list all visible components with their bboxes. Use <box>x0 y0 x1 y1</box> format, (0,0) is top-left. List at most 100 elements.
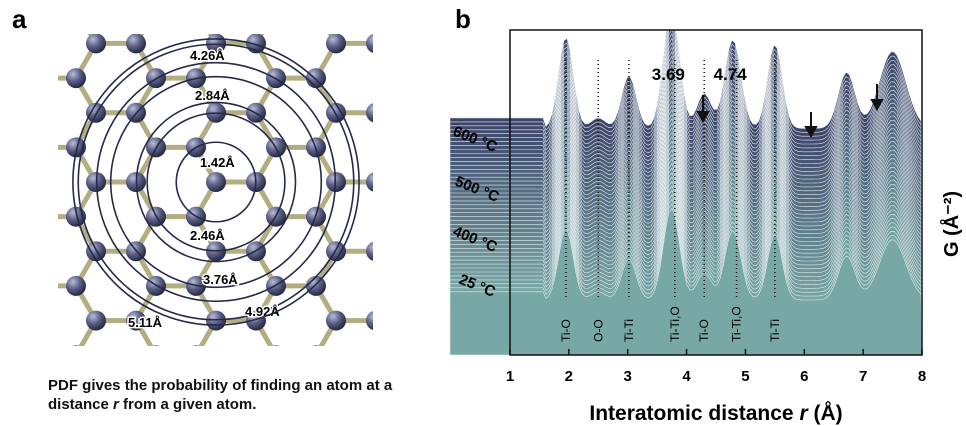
x-axis-label: Interatomic distance r (Å) <box>589 401 842 425</box>
atom <box>426 137 446 157</box>
pdf-curves <box>449 30 922 355</box>
atom <box>26 68 46 88</box>
atom <box>192 345 200 346</box>
x-tick-label: 6 <box>800 368 808 385</box>
peak-label: Ti-O <box>697 319 711 342</box>
caption-part: from a given atom. <box>118 396 257 413</box>
atom <box>426 0 446 19</box>
arrow-head <box>804 126 818 139</box>
peak-label: Ti-Ti,O <box>730 306 744 342</box>
atom <box>126 310 146 331</box>
atom <box>326 310 346 331</box>
atom <box>152 345 160 346</box>
x-tick-label: 8 <box>918 368 926 385</box>
bond <box>376 9 396 44</box>
bond <box>436 0 456 9</box>
ring-label: 5.11Å <box>128 315 163 330</box>
atom <box>386 68 406 88</box>
bond <box>376 251 396 286</box>
ring <box>146 112 286 252</box>
atom <box>386 0 406 19</box>
atom <box>312 345 320 346</box>
atom <box>26 0 46 19</box>
atom <box>72 345 80 346</box>
ring-label: 2.46Å <box>190 228 225 243</box>
atom <box>66 275 86 296</box>
atom <box>366 311 373 331</box>
plot-frame <box>509 29 923 356</box>
atom <box>426 345 446 365</box>
atom <box>272 345 280 346</box>
bond <box>376 217 396 252</box>
bond <box>76 0 96 9</box>
ring <box>72 38 360 326</box>
ring-label: 3.76Å <box>203 272 238 287</box>
atom <box>86 102 106 123</box>
ring-label: 2.84Å <box>195 88 230 103</box>
pdf-curve <box>449 207 922 355</box>
x-tick-label: 7 <box>859 368 867 385</box>
ring-label: 4.26Å <box>190 48 225 63</box>
lattice <box>26 0 456 390</box>
atom <box>66 0 86 19</box>
y-axis-label: G (Å⁻²) <box>939 191 963 257</box>
peak-label: Ti-Ti <box>622 319 636 342</box>
rings: 1.42Å 2.46Å 2.84Å 3.76Å 4.26Å 4.92Å 5.11Å <box>72 38 360 332</box>
x-tick-label: 5 <box>741 368 749 385</box>
x-axis-label-part: Interatomic distance <box>589 402 799 425</box>
panel-label: a <box>12 4 27 34</box>
x-axis-label-part: (Å) <box>808 401 843 425</box>
arrow-head <box>696 111 710 124</box>
bond <box>376 321 396 356</box>
bond <box>376 147 396 182</box>
atom <box>326 102 346 123</box>
ring <box>77 43 355 321</box>
arrow-head <box>870 99 884 112</box>
peak-label: Ti-Ti <box>768 319 782 342</box>
atom <box>26 137 46 157</box>
ring-label: 4.92Å <box>245 304 280 319</box>
atom <box>306 0 326 19</box>
atom <box>326 241 346 262</box>
ring <box>175 141 257 223</box>
x-tick-label: 1 <box>506 368 514 385</box>
atom <box>66 68 86 89</box>
peak-label: Ti-O <box>559 319 573 342</box>
caption: PDF gives the probability of finding an … <box>48 376 418 414</box>
atom <box>386 137 406 157</box>
x-tick-label: 4 <box>682 368 691 385</box>
atom <box>26 276 46 296</box>
ring <box>95 61 337 303</box>
bond <box>376 43 396 78</box>
ring-label: 1.42Å <box>200 155 235 170</box>
panel-label: b <box>455 4 471 34</box>
atom <box>366 241 373 261</box>
bond <box>436 78 456 113</box>
bond <box>436 9 456 44</box>
x-axis-label-part: r <box>799 402 809 425</box>
bond <box>316 0 336 9</box>
bond <box>376 182 396 217</box>
atom <box>86 241 106 262</box>
ring <box>135 101 297 263</box>
atom <box>126 34 146 54</box>
annotation: 3.69 <box>652 65 685 84</box>
atom <box>386 345 406 365</box>
x-tick-label: 3 <box>624 368 632 385</box>
peak-label: Ti-Ti,O <box>668 306 682 342</box>
atom <box>306 68 326 89</box>
atom <box>146 0 166 19</box>
bond <box>436 355 456 390</box>
atom <box>366 34 373 53</box>
atom <box>86 34 106 54</box>
bond <box>376 286 396 321</box>
bond <box>436 43 456 78</box>
atom <box>326 34 346 54</box>
peak-label: O-O <box>591 319 605 342</box>
bond <box>376 113 396 148</box>
atom <box>26 207 46 227</box>
x-tick-label: 2 <box>565 368 573 385</box>
ring <box>109 75 323 289</box>
atom <box>186 0 206 19</box>
